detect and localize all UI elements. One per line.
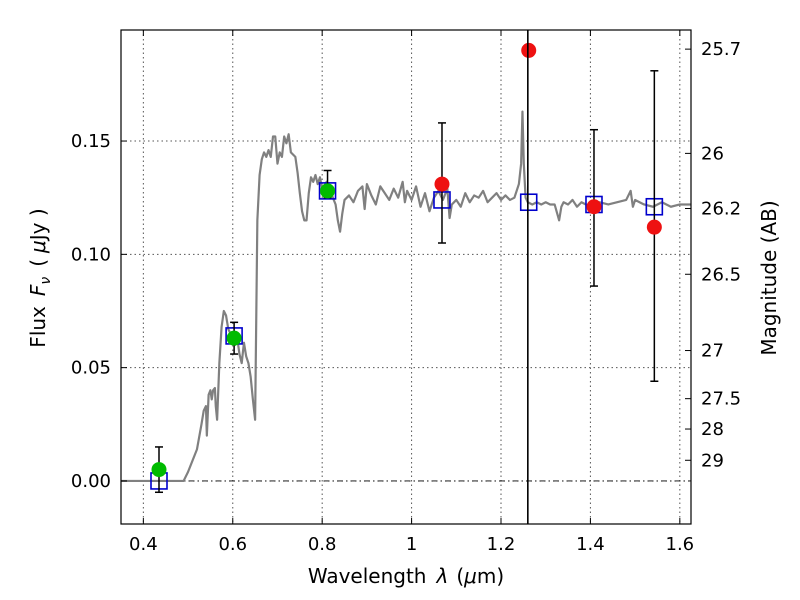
- detection-point: [226, 330, 242, 346]
- measured-point: [646, 219, 662, 235]
- ticks: 0.4 0.6 0.8 1 1.2 1.4 1.6 0.00 0.05 0.10 0.15 25.7 2…: [71, 30, 741, 555]
- x-tick-label: 1: [406, 534, 417, 555]
- y-tick-label: 0.00: [71, 471, 111, 492]
- y2-axis-label: Magnitude (AB): [757, 200, 781, 355]
- x-tick-label: 0.4: [129, 534, 158, 555]
- y-tick-label: 0.15: [71, 131, 111, 152]
- measured-point: [521, 42, 537, 58]
- y2-tick-label: 28: [701, 419, 724, 440]
- plot-frame: [120, 29, 692, 525]
- model-flux-square: [519, 193, 538, 212]
- x-tick-label: 1.6: [666, 534, 695, 555]
- x-axis-label: Wavelength λ (μm): [308, 564, 504, 588]
- model-spectrum-line: [121, 110, 691, 483]
- y2-tick-label: 26: [701, 143, 724, 164]
- y2-tick-label: 26.5: [701, 264, 741, 285]
- y-tick-label: 0.10: [71, 244, 111, 265]
- detection-point: [151, 462, 167, 478]
- plot-area: [121, 30, 691, 524]
- y-axis-label: FluxFν(μJy ): [26, 208, 54, 347]
- x-tick-label: 1.2: [487, 534, 516, 555]
- measured-point: [434, 176, 450, 192]
- y2-tick-label: 25.7: [701, 39, 741, 60]
- y2-tick-label: 26.2: [701, 198, 741, 219]
- y2-tick-label: 29: [701, 450, 724, 471]
- x-tick-label: 0.8: [308, 534, 337, 555]
- x-tick-label: 0.6: [218, 534, 247, 555]
- detection-point: [320, 183, 336, 199]
- y-tick-label: 0.05: [71, 358, 111, 379]
- x-tick-label: 1.4: [576, 534, 605, 555]
- y2-tick-label: 27: [701, 341, 724, 362]
- y2-tick-label: 27.5: [701, 389, 741, 410]
- measured-point: [586, 199, 602, 215]
